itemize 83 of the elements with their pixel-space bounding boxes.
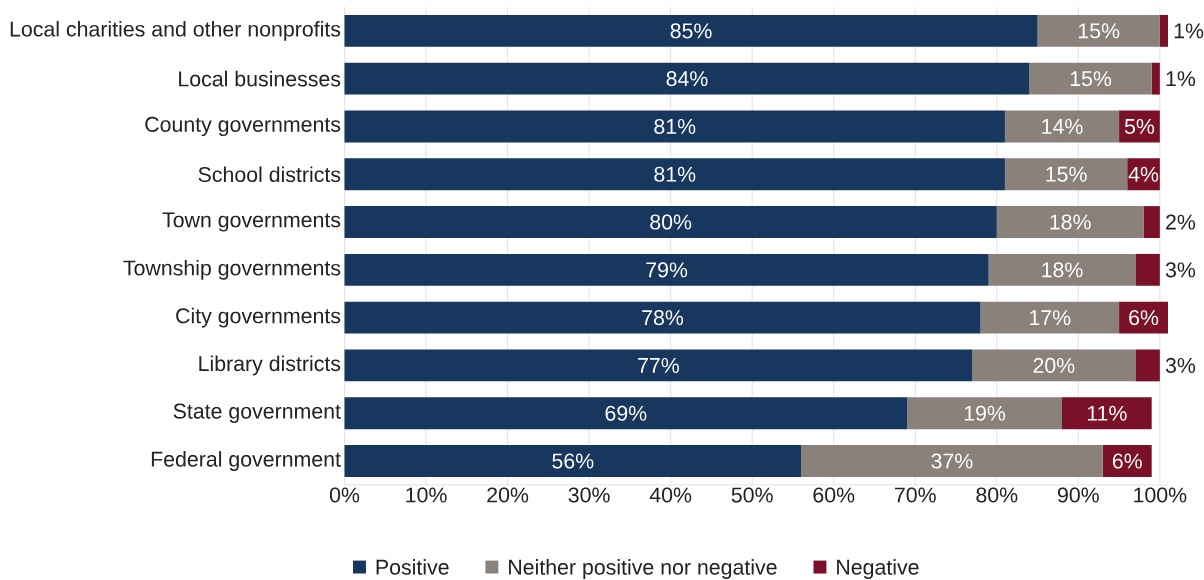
bar [344,110,1005,143]
x-tick-label: 0% [329,487,360,503]
data-label: 18% [1050,214,1091,230]
bar [344,158,1005,191]
data-label: 1% [1174,23,1204,39]
data-label: 18% [1042,262,1083,278]
data-label: 77% [638,357,679,373]
bar [801,445,1103,477]
y-tick-label: Local charities and other nonprofits [10,20,341,41]
bar [1143,206,1160,238]
bar [907,397,1062,430]
bar [1159,14,1168,47]
y-tick-label: City governments [176,307,341,328]
bar [980,301,1120,334]
bar [1004,110,1120,143]
bar [1029,62,1152,95]
x-tick-label: 70% [894,487,936,503]
y-tick-label: Library districts [199,355,341,376]
data-label: 85% [670,23,712,39]
bar [344,397,908,430]
data-label: 37% [931,453,973,469]
bar [344,301,981,334]
data-label: 6% [1129,310,1159,326]
bar [1119,301,1168,334]
x-tick-label: 10% [406,487,447,503]
x-tick-label: 90% [1057,487,1099,503]
bar [1037,14,1160,47]
data-label: 15% [1046,166,1087,182]
bar [344,14,1038,47]
bar [1135,349,1160,382]
bar [1004,158,1128,191]
x-tick-label: 60% [813,487,855,503]
bar [1135,253,1160,286]
bar [344,445,802,477]
data-label: 3% [1165,262,1196,278]
data-label: 84% [666,71,708,87]
y-tick-label: Federal government [151,451,341,471]
legend-label: Neither positive nor negative [509,559,777,579]
bar [1151,62,1160,95]
y-tick-label: Local businesses [179,70,341,87]
data-label: 4% [1128,166,1159,182]
bar [996,206,1144,238]
bar [344,253,989,286]
data-label: 15% [1070,71,1112,87]
bar [972,349,1136,382]
legend-label: Positive [376,559,449,575]
x-tick-label: 100% [1134,487,1187,503]
y-tick-label: County governments [145,116,341,137]
data-label: 78% [642,310,684,326]
x-tick-label: 30% [568,487,610,503]
x-tick-label: 80% [976,487,1018,503]
legend-label: Negative [837,559,919,579]
data-label: 20% [1033,357,1075,373]
data-label: 81% [654,118,696,134]
data-label: 1% [1166,71,1196,87]
data-label: 6% [1112,453,1142,469]
data-label: 15% [1078,23,1120,39]
y-tick-label: Township governments [123,259,341,280]
x-tick-label: 40% [649,487,692,503]
data-label: 2% [1166,214,1196,230]
data-label: 81% [654,166,696,182]
bar [1062,397,1152,430]
bar [1127,158,1160,191]
data-label: 17% [1030,310,1071,326]
y-tick-label: State government [173,403,341,423]
data-label: 14% [1042,118,1083,134]
bar [344,206,997,238]
data-label: 3% [1165,357,1196,373]
y-tick-label: School districts [198,166,341,183]
bar [1102,445,1152,477]
data-label: 69% [605,405,647,421]
y-tick-label: Town governments [162,212,341,232]
x-tick-label: 20% [487,487,529,503]
data-label: 19% [964,405,1006,421]
data-label: 11% [1087,405,1127,421]
data-label: 79% [646,262,688,278]
bar [344,349,973,382]
bar [344,62,1030,95]
data-label: 80% [650,214,692,230]
bar [988,253,1136,286]
data-label: 5% [1124,118,1155,134]
x-tick-label: 50% [731,487,773,503]
data-label: 56% [552,453,594,469]
